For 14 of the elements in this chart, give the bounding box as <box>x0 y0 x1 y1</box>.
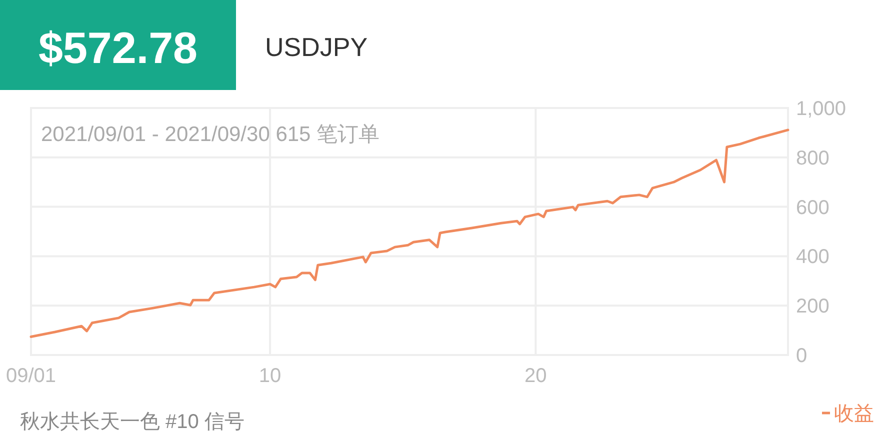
text: 秋水共长天一色 #10 信号 <box>20 411 244 433</box>
y-tick-label: 200 <box>796 296 830 318</box>
y-tick-label: 0 <box>796 345 808 367</box>
legend-label: 收益 <box>834 403 874 425</box>
chart-title: $572.78 <box>38 24 198 73</box>
y-tick-label: 800 <box>796 147 830 170</box>
chart-subtitle: USDJPY <box>265 32 368 62</box>
y-tick-label: 1,000 <box>796 98 846 120</box>
y-tick-label: 600 <box>796 196 830 219</box>
x-tick-label: 10 <box>258 365 282 387</box>
annotation: 2021/09/01 - 2021/09/30 615 笔订单 <box>41 123 380 146</box>
y-tick-label: 400 <box>796 246 830 268</box>
x-tick-label: 20 <box>524 365 547 387</box>
x-tick-label: 09/01 <box>6 365 56 387</box>
